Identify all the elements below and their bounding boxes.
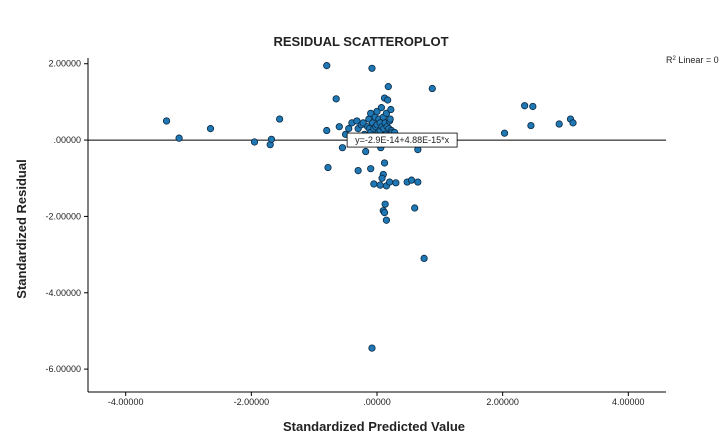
data-point [381,200,389,208]
data-point [267,135,276,143]
data-point [323,62,331,70]
data-point [529,102,537,111]
data-point [414,178,422,186]
y-tick-label: -4.00000 [45,288,81,298]
x-tick-label: 4.00000 [612,397,645,407]
data-point [250,138,259,146]
data-point [380,208,389,217]
data-point [500,129,509,137]
r2-sup: 2 [673,56,677,62]
data-point [420,254,428,262]
chart-title: RESIDUAL SCATTEROPLOT [273,34,448,49]
data-point [392,179,400,187]
data-point [407,176,416,184]
r2-prefix: R [666,55,673,65]
data-point [332,95,340,103]
y-tick-label: -2.00000 [45,211,81,221]
data-point [387,105,395,114]
data-point [370,180,378,188]
data-point [206,125,215,133]
x-tick-label: -2.00000 [234,397,270,407]
equation-label-box: y=-2.9E-14+4.88E-15*x [346,132,458,148]
y-tick-label: 2.00000 [48,59,81,69]
data-point [411,204,419,212]
x-axis-label: Standardized Predicted Value [283,419,465,434]
data-point [362,147,370,156]
data-point [386,115,394,123]
data-point [521,102,529,110]
x-tick-label: -4.00000 [108,397,144,407]
data-point [428,84,436,93]
data-point [276,115,284,123]
x-ticks: -4.00000 -2.00000 .00000 2.00000 4.00000 [108,392,645,407]
data-point [376,181,384,189]
x-tick-label: .00000 [363,397,391,407]
y-axis-label: Standardized Residual [14,159,29,298]
data-point [368,64,376,72]
data-point [378,174,386,182]
x-tick-label: 2.00000 [486,397,519,407]
data-points [162,62,577,352]
data-point [324,163,332,172]
data-point [385,178,394,186]
data-point [555,120,563,128]
data-point [367,165,375,173]
equation-label-background [346,132,458,148]
data-point [323,126,331,135]
data-point [527,121,535,130]
data-point [335,123,343,131]
data-point [345,125,353,133]
y-tick-label: .00000 [53,135,81,145]
data-point [368,344,376,352]
data-point [354,167,362,175]
y-tick-label: -6.00000 [45,364,81,374]
data-point [162,117,171,125]
equation-label: y=-2.9E-14+4.88E-15*x [355,135,450,145]
data-point [380,159,389,167]
data-point [338,144,347,152]
svg-text:R2 Linear = 0: R2 Linear = 0 [666,55,719,65]
r2-label: R2 Linear = 0 [666,55,719,65]
y-ticks: 2.00000 .00000 -2.00000 -4.00000 -6.00000 [45,59,88,374]
r2-rest: Linear = 0 [676,55,719,65]
data-point [175,134,183,142]
data-point [382,216,391,224]
data-point [384,83,392,91]
data-point [384,96,392,104]
data-point [569,119,577,127]
data-point [377,104,385,112]
